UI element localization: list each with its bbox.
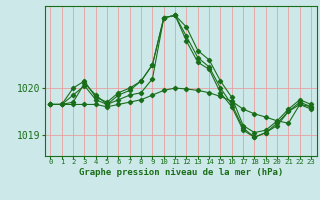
- X-axis label: Graphe pression niveau de la mer (hPa): Graphe pression niveau de la mer (hPa): [79, 168, 283, 177]
